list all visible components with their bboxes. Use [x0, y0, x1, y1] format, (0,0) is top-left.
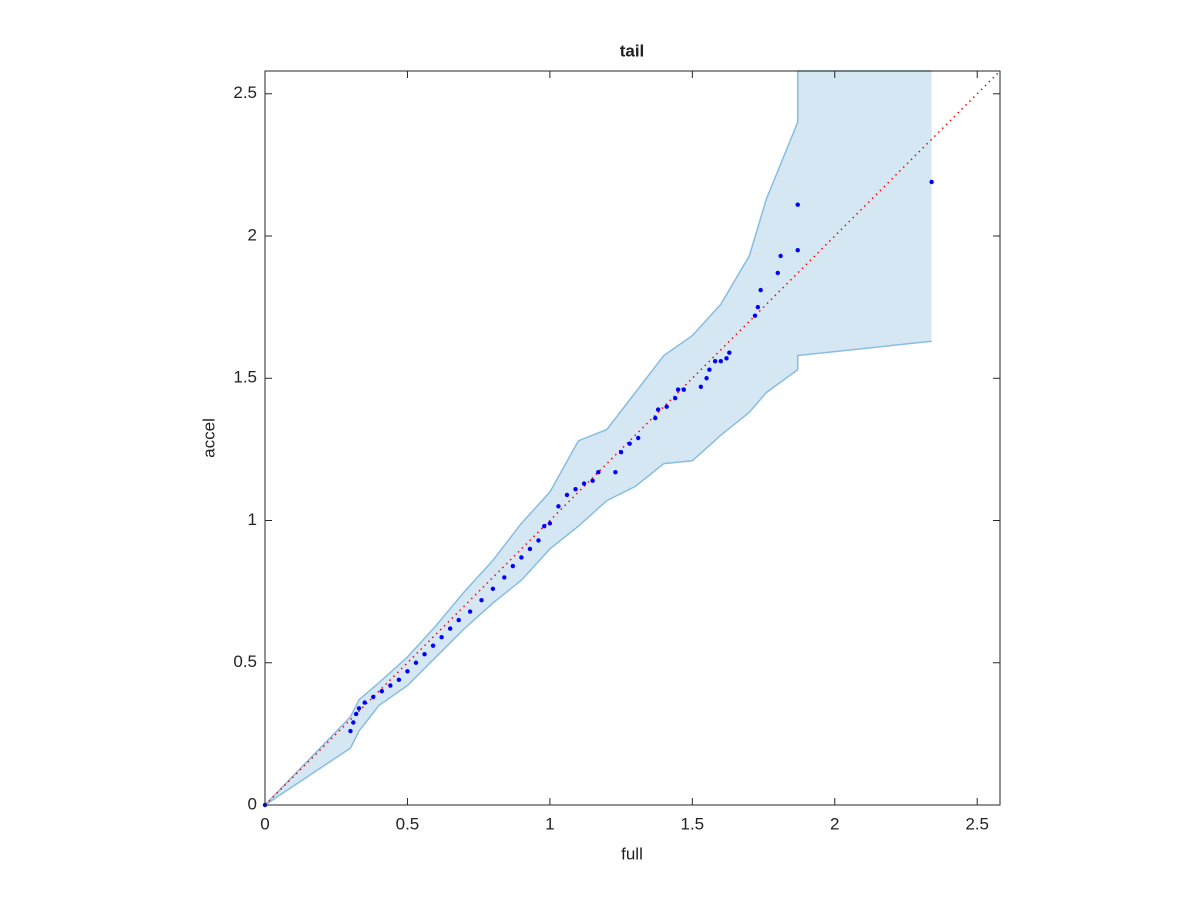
data-point: [618, 450, 624, 455]
data-point: [536, 538, 541, 543]
data-point: [752, 313, 758, 318]
y-tick-label: 2.5: [233, 83, 257, 102]
x-axis-label: full: [621, 844, 643, 863]
data-point: [362, 700, 367, 705]
data-point: [724, 356, 729, 361]
y-tick-label: 1: [248, 510, 257, 529]
chart-title: tail: [620, 41, 645, 60]
data-point: [502, 575, 507, 580]
data-point: [388, 683, 393, 688]
x-tick-label: 1: [545, 814, 554, 833]
data-point: [479, 597, 484, 603]
data-point: [541, 523, 547, 529]
data-point: [758, 287, 763, 293]
data-point: [775, 270, 780, 276]
data-point: [627, 441, 632, 446]
data-point: [556, 504, 561, 509]
y-tick-label: 2: [248, 225, 257, 244]
data-point: [698, 384, 704, 389]
data-point: [467, 609, 473, 614]
band-upper: [264, 70, 932, 806]
data-point: [396, 677, 402, 683]
data-point: [653, 415, 658, 421]
data-point: [712, 358, 718, 364]
data-point: [351, 720, 356, 725]
data-point: [929, 179, 934, 185]
data-point: [348, 728, 353, 734]
data-point: [510, 563, 516, 569]
data-point: [564, 492, 570, 498]
y-tick-label: 0: [248, 794, 257, 813]
data-point: [655, 407, 661, 412]
data-point: [527, 546, 533, 552]
data-point: [547, 521, 553, 526]
x-tick-label: 0: [260, 814, 269, 833]
data-point: [613, 469, 618, 475]
data-point: [778, 253, 783, 259]
data-point: [727, 350, 732, 355]
data-point: [795, 248, 800, 253]
data-point: [371, 694, 376, 700]
x-tick-label: 0.5: [396, 814, 420, 833]
x-tick-label: 2.5: [965, 814, 989, 833]
data-point: [596, 469, 601, 475]
data-point: [422, 652, 427, 657]
y-tick-label: 1.5: [233, 368, 257, 387]
data-point: [755, 304, 761, 310]
data-point: [519, 555, 524, 560]
data-point: [439, 634, 444, 640]
band-lower: [264, 340, 932, 806]
y-tick-label: 0.5: [233, 652, 257, 671]
data-point: [635, 435, 641, 441]
data-point: [573, 487, 578, 492]
data-point: [673, 395, 678, 401]
confidence-band: [265, 71, 932, 805]
data-point: [405, 669, 410, 674]
data-point: [379, 689, 385, 694]
data-point: [675, 387, 681, 392]
data-point: [581, 481, 587, 486]
data-point: [447, 626, 453, 631]
data-point: [356, 706, 362, 711]
axes-box: [264, 70, 1001, 806]
x-tick-label: 2: [830, 814, 839, 833]
data-point: [353, 711, 359, 717]
y-axis-label: accel: [199, 418, 218, 458]
data-point: [718, 358, 724, 364]
x-tick-label: 1.5: [681, 814, 705, 833]
data-point: [707, 367, 712, 372]
data-point: [490, 586, 496, 591]
data-point: [456, 617, 461, 623]
data-point: [430, 643, 436, 648]
data-point: [664, 404, 669, 409]
data-point: [704, 376, 709, 381]
data-point: [590, 478, 595, 483]
data-point: [413, 660, 419, 665]
data-point: [795, 202, 800, 207]
data-point: [681, 387, 686, 392]
